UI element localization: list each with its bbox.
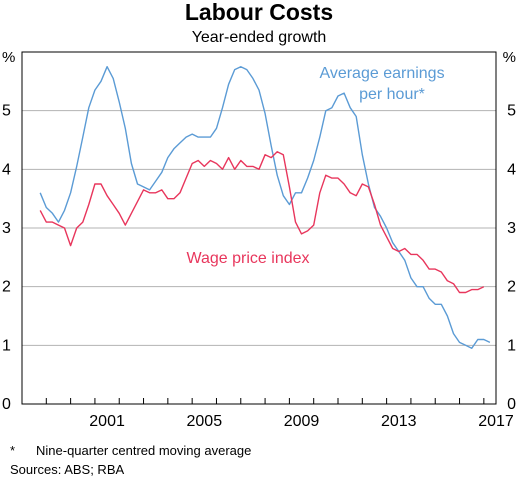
y-tick-label-right: 3 bbox=[507, 220, 516, 237]
footnote: * Nine-quarter centred moving average bbox=[10, 443, 251, 458]
plot-frame bbox=[21, 51, 497, 405]
y-tick-label-right: 4 bbox=[507, 161, 516, 178]
y-tick-label-right: 2 bbox=[507, 279, 516, 296]
y-tick-label-left: 1 bbox=[2, 337, 11, 354]
chart-subtitle: Year-ended growth bbox=[192, 29, 327, 46]
series-label: Wage price index bbox=[186, 250, 309, 267]
series-line bbox=[39, 151, 485, 294]
y-unit-left: % bbox=[2, 49, 15, 66]
footnote-text: Nine-quarter centred moving average bbox=[36, 443, 252, 458]
y-tick-label-right: 1 bbox=[507, 337, 516, 354]
series-label: Average earnings bbox=[319, 65, 444, 82]
series-line bbox=[39, 66, 491, 349]
x-tick-label: 2009 bbox=[284, 413, 320, 430]
footnote-marker: * bbox=[10, 443, 16, 458]
x-tick-label: 2013 bbox=[381, 413, 417, 430]
y-tick-label-left: 2 bbox=[2, 279, 11, 296]
y-tick-label-left: 0 bbox=[2, 396, 11, 413]
y-tick-label-left: 5 bbox=[2, 103, 11, 120]
y-tick-label-left: 3 bbox=[2, 220, 11, 237]
sources-note: Sources: ABS; RBA bbox=[10, 462, 125, 477]
y-tick-label-left: 4 bbox=[2, 161, 11, 178]
x-tick-label: 2017 bbox=[478, 413, 514, 430]
y-unit-right: % bbox=[503, 49, 516, 66]
x-tick-label: 2001 bbox=[89, 413, 125, 430]
chart-title: Labour Costs bbox=[185, 0, 333, 25]
series-label: per hour* bbox=[359, 86, 425, 103]
x-tick-label: 2005 bbox=[187, 413, 223, 430]
y-tick-label-right: 5 bbox=[507, 103, 516, 120]
y-tick-label-right: 0 bbox=[507, 396, 516, 413]
